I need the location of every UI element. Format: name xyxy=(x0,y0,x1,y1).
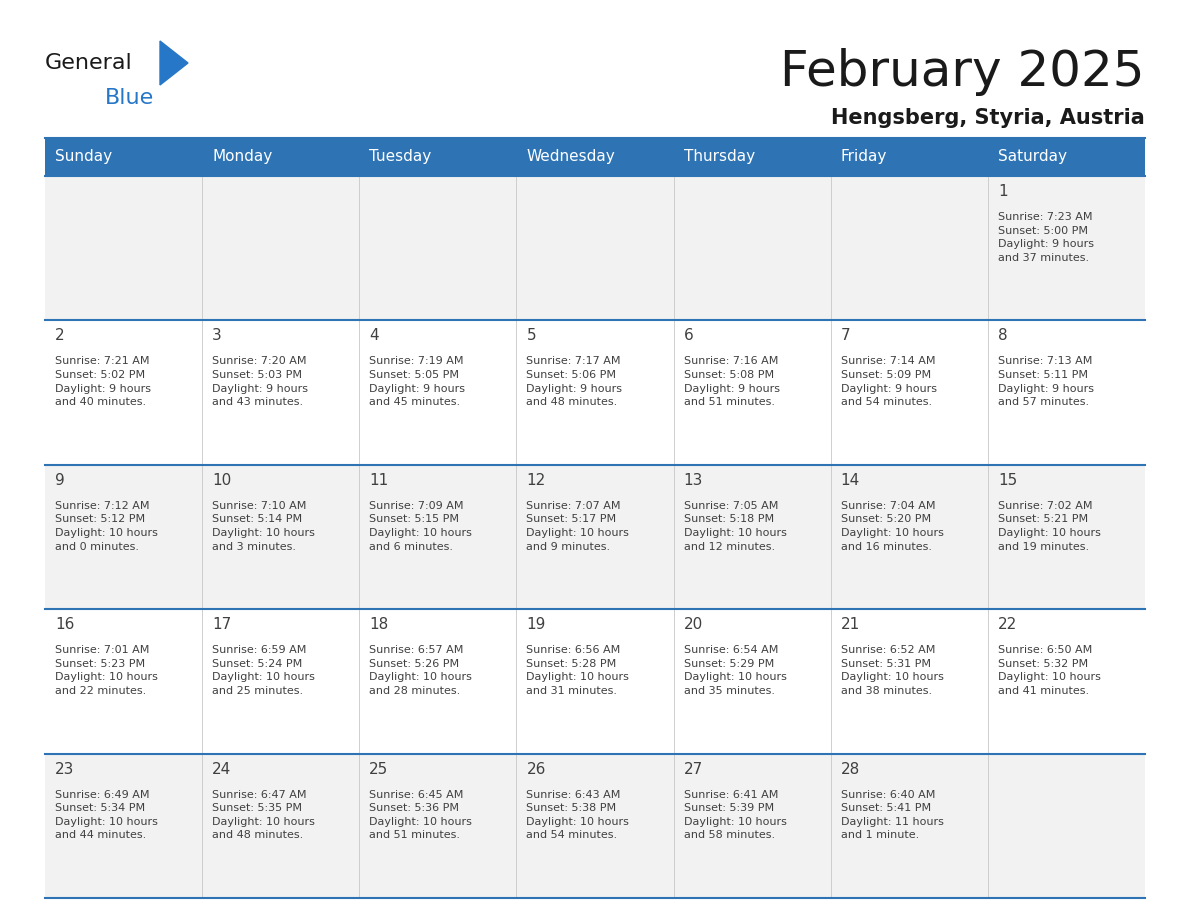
Text: February 2025: February 2025 xyxy=(781,48,1145,96)
Text: 15: 15 xyxy=(998,473,1017,487)
Text: 20: 20 xyxy=(683,617,703,633)
Text: 8: 8 xyxy=(998,329,1007,343)
Bar xyxy=(830,138,988,176)
Bar xyxy=(45,754,1145,898)
Text: Sunrise: 7:16 AM
Sunset: 5:08 PM
Daylight: 9 hours
and 51 minutes.: Sunrise: 7:16 AM Sunset: 5:08 PM Dayligh… xyxy=(683,356,779,408)
Text: Sunrise: 7:09 AM
Sunset: 5:15 PM
Daylight: 10 hours
and 6 minutes.: Sunrise: 7:09 AM Sunset: 5:15 PM Dayligh… xyxy=(369,501,472,552)
Text: 22: 22 xyxy=(998,617,1017,633)
Bar xyxy=(517,138,674,176)
Text: Tuesday: Tuesday xyxy=(369,150,431,164)
Text: Wednesday: Wednesday xyxy=(526,150,615,164)
Text: Sunrise: 7:20 AM
Sunset: 5:03 PM
Daylight: 9 hours
and 43 minutes.: Sunrise: 7:20 AM Sunset: 5:03 PM Dayligh… xyxy=(213,356,308,408)
Text: Thursday: Thursday xyxy=(683,150,754,164)
Text: Blue: Blue xyxy=(105,88,154,108)
Bar xyxy=(45,610,1145,754)
Text: Sunrise: 7:02 AM
Sunset: 5:21 PM
Daylight: 10 hours
and 19 minutes.: Sunrise: 7:02 AM Sunset: 5:21 PM Dayligh… xyxy=(998,501,1101,552)
Text: Sunrise: 7:10 AM
Sunset: 5:14 PM
Daylight: 10 hours
and 3 minutes.: Sunrise: 7:10 AM Sunset: 5:14 PM Dayligh… xyxy=(213,501,315,552)
Bar xyxy=(45,176,1145,320)
Text: Sunrise: 6:49 AM
Sunset: 5:34 PM
Daylight: 10 hours
and 44 minutes.: Sunrise: 6:49 AM Sunset: 5:34 PM Dayligh… xyxy=(55,789,158,840)
Text: Sunrise: 7:19 AM
Sunset: 5:05 PM
Daylight: 9 hours
and 45 minutes.: Sunrise: 7:19 AM Sunset: 5:05 PM Dayligh… xyxy=(369,356,466,408)
Text: 23: 23 xyxy=(55,762,75,777)
Text: 24: 24 xyxy=(213,762,232,777)
Text: Sunrise: 7:12 AM
Sunset: 5:12 PM
Daylight: 10 hours
and 0 minutes.: Sunrise: 7:12 AM Sunset: 5:12 PM Dayligh… xyxy=(55,501,158,552)
Bar xyxy=(359,138,517,176)
Text: Sunrise: 7:14 AM
Sunset: 5:09 PM
Daylight: 9 hours
and 54 minutes.: Sunrise: 7:14 AM Sunset: 5:09 PM Dayligh… xyxy=(841,356,936,408)
Text: 27: 27 xyxy=(683,762,703,777)
Text: 13: 13 xyxy=(683,473,703,487)
Text: Sunrise: 7:05 AM
Sunset: 5:18 PM
Daylight: 10 hours
and 12 minutes.: Sunrise: 7:05 AM Sunset: 5:18 PM Dayligh… xyxy=(683,501,786,552)
Text: 25: 25 xyxy=(369,762,388,777)
Text: General: General xyxy=(45,53,133,73)
Text: 16: 16 xyxy=(55,617,75,633)
Text: 26: 26 xyxy=(526,762,545,777)
Text: 28: 28 xyxy=(841,762,860,777)
Text: Sunrise: 6:45 AM
Sunset: 5:36 PM
Daylight: 10 hours
and 51 minutes.: Sunrise: 6:45 AM Sunset: 5:36 PM Dayligh… xyxy=(369,789,472,840)
Text: Sunrise: 7:04 AM
Sunset: 5:20 PM
Daylight: 10 hours
and 16 minutes.: Sunrise: 7:04 AM Sunset: 5:20 PM Dayligh… xyxy=(841,501,943,552)
Text: Sunrise: 7:01 AM
Sunset: 5:23 PM
Daylight: 10 hours
and 22 minutes.: Sunrise: 7:01 AM Sunset: 5:23 PM Dayligh… xyxy=(55,645,158,696)
Text: Sunday: Sunday xyxy=(55,150,112,164)
Text: Monday: Monday xyxy=(213,150,272,164)
Text: Hengsberg, Styria, Austria: Hengsberg, Styria, Austria xyxy=(832,108,1145,128)
Text: Friday: Friday xyxy=(841,150,887,164)
Text: 19: 19 xyxy=(526,617,545,633)
Text: 6: 6 xyxy=(683,329,694,343)
Text: Sunrise: 6:52 AM
Sunset: 5:31 PM
Daylight: 10 hours
and 38 minutes.: Sunrise: 6:52 AM Sunset: 5:31 PM Dayligh… xyxy=(841,645,943,696)
Text: 4: 4 xyxy=(369,329,379,343)
Text: 3: 3 xyxy=(213,329,222,343)
Text: Sunrise: 6:40 AM
Sunset: 5:41 PM
Daylight: 11 hours
and 1 minute.: Sunrise: 6:40 AM Sunset: 5:41 PM Dayligh… xyxy=(841,789,943,840)
Text: 14: 14 xyxy=(841,473,860,487)
Text: Sunrise: 6:54 AM
Sunset: 5:29 PM
Daylight: 10 hours
and 35 minutes.: Sunrise: 6:54 AM Sunset: 5:29 PM Dayligh… xyxy=(683,645,786,696)
Text: Sunrise: 7:07 AM
Sunset: 5:17 PM
Daylight: 10 hours
and 9 minutes.: Sunrise: 7:07 AM Sunset: 5:17 PM Dayligh… xyxy=(526,501,630,552)
Polygon shape xyxy=(160,41,188,85)
Text: 1: 1 xyxy=(998,184,1007,199)
Bar xyxy=(45,138,202,176)
Text: Sunrise: 7:13 AM
Sunset: 5:11 PM
Daylight: 9 hours
and 57 minutes.: Sunrise: 7:13 AM Sunset: 5:11 PM Dayligh… xyxy=(998,356,1094,408)
Text: 21: 21 xyxy=(841,617,860,633)
Bar xyxy=(45,465,1145,610)
Text: 7: 7 xyxy=(841,329,851,343)
Text: Sunrise: 6:43 AM
Sunset: 5:38 PM
Daylight: 10 hours
and 54 minutes.: Sunrise: 6:43 AM Sunset: 5:38 PM Dayligh… xyxy=(526,789,630,840)
Text: 18: 18 xyxy=(369,617,388,633)
Text: Sunrise: 6:59 AM
Sunset: 5:24 PM
Daylight: 10 hours
and 25 minutes.: Sunrise: 6:59 AM Sunset: 5:24 PM Dayligh… xyxy=(213,645,315,696)
Text: Sunrise: 7:21 AM
Sunset: 5:02 PM
Daylight: 9 hours
and 40 minutes.: Sunrise: 7:21 AM Sunset: 5:02 PM Dayligh… xyxy=(55,356,151,408)
Bar xyxy=(202,138,359,176)
Text: Sunrise: 6:57 AM
Sunset: 5:26 PM
Daylight: 10 hours
and 28 minutes.: Sunrise: 6:57 AM Sunset: 5:26 PM Dayligh… xyxy=(369,645,472,696)
Text: 17: 17 xyxy=(213,617,232,633)
Text: Sunrise: 7:23 AM
Sunset: 5:00 PM
Daylight: 9 hours
and 37 minutes.: Sunrise: 7:23 AM Sunset: 5:00 PM Dayligh… xyxy=(998,212,1094,263)
Text: 9: 9 xyxy=(55,473,65,487)
Bar xyxy=(674,138,830,176)
Text: Sunrise: 6:56 AM
Sunset: 5:28 PM
Daylight: 10 hours
and 31 minutes.: Sunrise: 6:56 AM Sunset: 5:28 PM Dayligh… xyxy=(526,645,630,696)
Text: 12: 12 xyxy=(526,473,545,487)
Text: Sunrise: 6:50 AM
Sunset: 5:32 PM
Daylight: 10 hours
and 41 minutes.: Sunrise: 6:50 AM Sunset: 5:32 PM Dayligh… xyxy=(998,645,1101,696)
Text: Sunrise: 6:41 AM
Sunset: 5:39 PM
Daylight: 10 hours
and 58 minutes.: Sunrise: 6:41 AM Sunset: 5:39 PM Dayligh… xyxy=(683,789,786,840)
Text: Sunrise: 6:47 AM
Sunset: 5:35 PM
Daylight: 10 hours
and 48 minutes.: Sunrise: 6:47 AM Sunset: 5:35 PM Dayligh… xyxy=(213,789,315,840)
Bar xyxy=(988,138,1145,176)
Text: 11: 11 xyxy=(369,473,388,487)
Text: 10: 10 xyxy=(213,473,232,487)
Bar xyxy=(45,320,1145,465)
Text: 2: 2 xyxy=(55,329,64,343)
Text: Saturday: Saturday xyxy=(998,150,1067,164)
Text: Sunrise: 7:17 AM
Sunset: 5:06 PM
Daylight: 9 hours
and 48 minutes.: Sunrise: 7:17 AM Sunset: 5:06 PM Dayligh… xyxy=(526,356,623,408)
Text: 5: 5 xyxy=(526,329,536,343)
